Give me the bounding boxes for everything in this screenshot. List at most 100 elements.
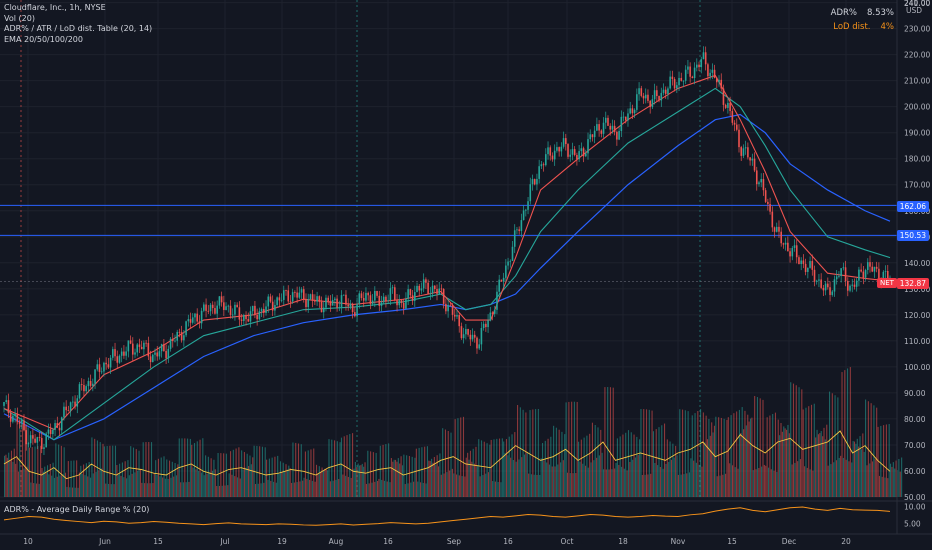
volume-bar bbox=[132, 447, 135, 497]
symbol-title[interactable]: Cloudflare, Inc., 1h, NYSE bbox=[4, 3, 106, 12]
volume-bar bbox=[467, 452, 469, 497]
candle-body bbox=[318, 296, 321, 302]
volume-bar bbox=[876, 407, 878, 497]
candle-body bbox=[25, 430, 28, 445]
candle-body bbox=[624, 116, 627, 121]
volume-bar bbox=[9, 459, 11, 497]
candle-body bbox=[429, 293, 432, 295]
candle-body bbox=[747, 147, 749, 158]
candle-body bbox=[453, 314, 456, 317]
volume-bar bbox=[518, 459, 520, 497]
volume-bar bbox=[235, 448, 237, 497]
candle-body bbox=[440, 288, 443, 290]
candle-body bbox=[647, 94, 649, 101]
volume-bar bbox=[218, 485, 221, 497]
candle-body bbox=[85, 386, 87, 392]
volume-bar bbox=[74, 487, 76, 497]
candle-body bbox=[511, 246, 514, 261]
candle-body bbox=[771, 211, 774, 228]
y-tick-label: 130.00 bbox=[904, 285, 930, 294]
volume-bar bbox=[580, 439, 582, 497]
volume-bar bbox=[898, 459, 900, 497]
volume-bar bbox=[106, 446, 108, 497]
lod-value: 4% bbox=[880, 22, 895, 32]
volume-bar bbox=[583, 437, 585, 497]
volume-bar bbox=[884, 477, 886, 497]
candle-body bbox=[345, 294, 347, 305]
volume-bar bbox=[171, 461, 173, 497]
volume-bar bbox=[622, 434, 624, 497]
volume-bar bbox=[530, 474, 532, 497]
volume-bar bbox=[774, 412, 777, 497]
candle-body bbox=[194, 313, 196, 318]
volume-bar bbox=[629, 461, 631, 497]
volume-bar bbox=[45, 473, 47, 497]
volume-bar bbox=[609, 387, 612, 497]
candle-body bbox=[198, 321, 201, 324]
candle-body bbox=[864, 269, 867, 278]
volume-bar bbox=[709, 435, 711, 497]
candle-body bbox=[112, 349, 114, 358]
volume-bar bbox=[786, 429, 788, 497]
volume-bar bbox=[729, 463, 731, 497]
adr-pane-legend[interactable]: ADR% - Average Daily Range % (20) bbox=[4, 505, 150, 514]
volume-bar bbox=[76, 460, 78, 497]
volume-bar bbox=[149, 483, 151, 497]
candle-body bbox=[60, 417, 63, 431]
candle-body bbox=[105, 362, 107, 365]
volume-bar bbox=[275, 482, 277, 497]
candle-body bbox=[405, 298, 407, 309]
volume-bar bbox=[189, 438, 191, 497]
volume-bar bbox=[184, 438, 186, 497]
y-tick-label: 50.00 bbox=[904, 493, 926, 502]
candle-body bbox=[12, 415, 14, 422]
volume-bar bbox=[446, 472, 448, 497]
volume-bar bbox=[487, 472, 490, 497]
volume-bar bbox=[138, 450, 140, 497]
candle-body bbox=[527, 201, 529, 210]
candle-body bbox=[234, 304, 236, 315]
volume-bar bbox=[871, 461, 874, 497]
ema-indicator-label[interactable]: EMA 20/50/100/200 bbox=[4, 34, 83, 44]
candle-body bbox=[769, 204, 771, 212]
candle-body bbox=[249, 311, 252, 322]
candle-body bbox=[360, 293, 363, 299]
candle-body bbox=[542, 164, 545, 166]
volume-bar bbox=[88, 461, 90, 497]
volume-bar bbox=[270, 480, 272, 497]
candle-body bbox=[569, 154, 572, 157]
candle-body bbox=[396, 300, 398, 306]
volume-bar bbox=[479, 476, 481, 497]
volume-bar bbox=[84, 475, 86, 497]
volume-bar bbox=[665, 463, 667, 497]
candle-body bbox=[844, 267, 847, 282]
volume-bar bbox=[94, 438, 96, 497]
candle-body bbox=[456, 315, 458, 317]
volume-bar bbox=[155, 460, 157, 497]
candle-body bbox=[658, 96, 660, 101]
volume-bar bbox=[815, 437, 817, 497]
volume-ma-line bbox=[3, 430, 891, 480]
candle-body bbox=[278, 297, 281, 301]
volume-bar bbox=[13, 448, 15, 497]
volume-bar bbox=[234, 476, 236, 497]
volume-bar bbox=[670, 459, 673, 497]
volume-bar bbox=[231, 474, 233, 497]
volume-bar bbox=[837, 397, 839, 497]
volume-bar bbox=[891, 466, 893, 497]
volume-bar bbox=[48, 474, 50, 497]
volume-bar bbox=[792, 383, 795, 497]
y-tick-label: 140.00 bbox=[904, 259, 930, 268]
candle-body bbox=[302, 289, 305, 300]
volume-bar bbox=[546, 462, 548, 497]
volume-indicator-label[interactable]: Vol (20) bbox=[4, 13, 35, 23]
volume-bar bbox=[767, 467, 770, 497]
volume-bar bbox=[152, 483, 154, 497]
adr-table-indicator-label[interactable]: ADR% / ATR / LoD dist. Table (20, 14) bbox=[4, 24, 153, 33]
volume-bar bbox=[558, 429, 560, 497]
volume-bar bbox=[69, 487, 71, 497]
candle-body bbox=[567, 144, 569, 157]
candle-body bbox=[882, 271, 885, 283]
volume-bar bbox=[243, 452, 245, 497]
